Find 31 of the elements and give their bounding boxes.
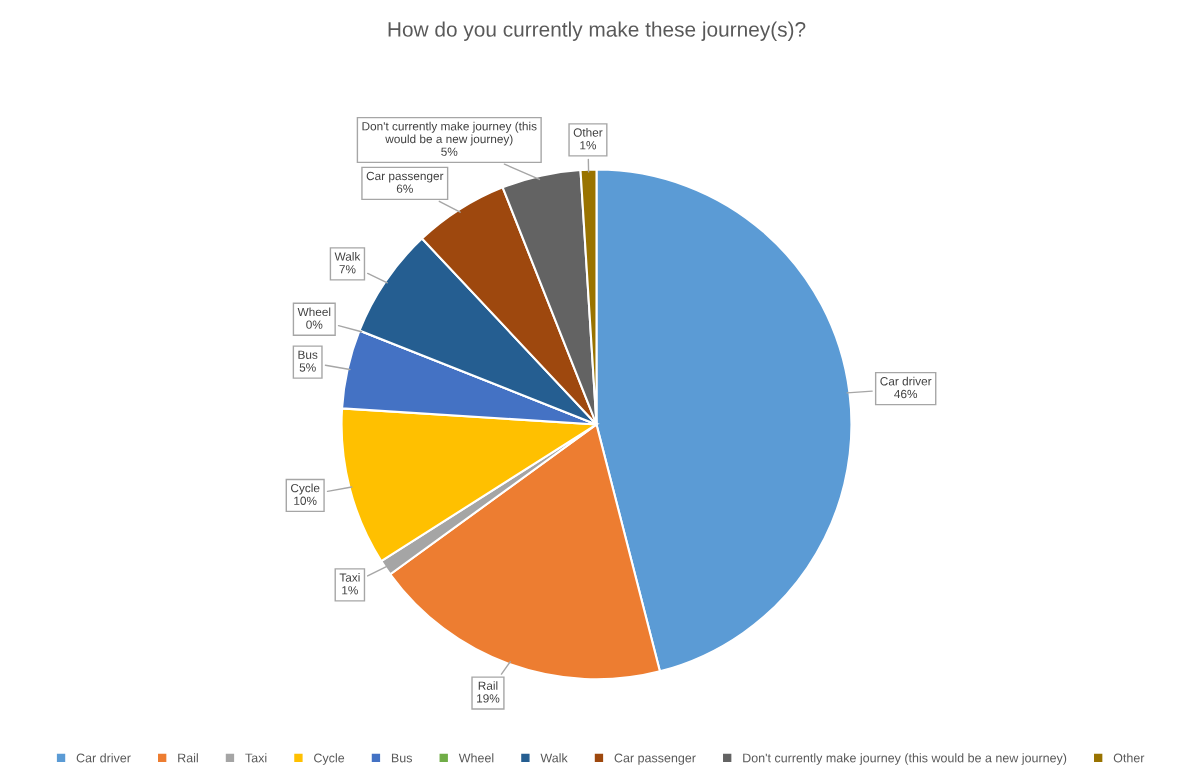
legend-label: Rail [178, 753, 198, 763]
slice-label: Taxi [339, 573, 360, 582]
data-label: 19% [477, 694, 500, 703]
category-label: Wheel [297, 307, 331, 317]
legend-label: Other [1113, 753, 1145, 763]
legend-label: Bus [391, 753, 413, 763]
slice-label: Don't currently make journey (this would be a new journey) [362, 121, 537, 146]
legend-label: Walk [540, 753, 568, 763]
slice-label: Car passenger [366, 171, 444, 183]
text: 0% [306, 320, 323, 329]
data-label: 6% [396, 184, 413, 193]
slice-label: Cycle [291, 483, 320, 495]
legend-label: Car passenger [614, 753, 696, 765]
legend-label: Don't currently make journey (this would be a new journey) [743, 753, 1067, 765]
slice-label: Bus [298, 350, 318, 359]
slice-label: Car driver [880, 376, 932, 386]
data-label: 7% [339, 265, 356, 274]
data-label: 46% [894, 389, 918, 399]
slice-label: Other [573, 128, 603, 137]
data-label: 5% [441, 147, 458, 156]
legend-label: Cycle [314, 753, 345, 765]
legend-label: Taxi [245, 753, 267, 763]
chart-title: How do you currently make these journey(s)? [388, 21, 806, 41]
legend-label: Car driver [76, 753, 131, 763]
data-label: 1% [342, 586, 358, 595]
data-label: 10% [294, 496, 317, 505]
slice-label: Rail [478, 681, 498, 690]
data-label: 1% [580, 141, 597, 150]
slice-label: Walk [334, 252, 361, 261]
data-label: 5% [299, 363, 316, 372]
legend-label: Wheel [458, 753, 494, 763]
